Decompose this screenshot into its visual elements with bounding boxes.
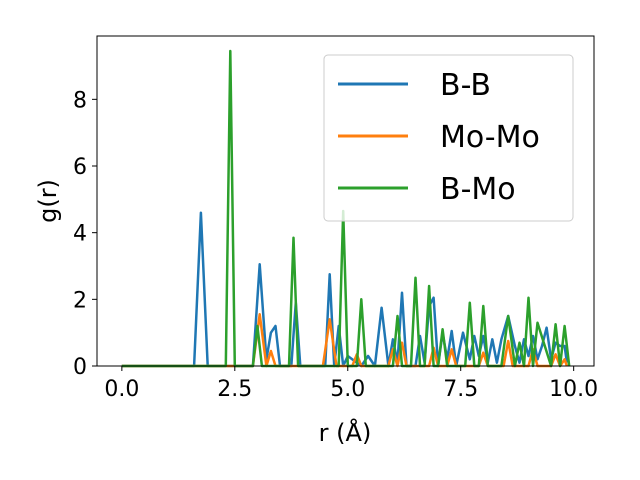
y-tick-label: 8 <box>73 88 87 113</box>
y-tick-label: 4 <box>73 222 87 247</box>
legend-label-b-mo: B-Mo <box>440 172 516 207</box>
legend-box <box>323 54 574 222</box>
x-axis-label: r (Å) <box>319 418 372 447</box>
legend-label-mo-mo: Mo-Mo <box>440 120 540 155</box>
x-axis: 0.0 2.5 5.0 7.5 10.0 <box>104 366 598 402</box>
x-tick-label: 0.0 <box>104 377 139 402</box>
y-tick-label: 0 <box>73 355 87 380</box>
legend: B-B Mo-Mo B-Mo <box>323 54 574 222</box>
y-tick-label: 6 <box>73 155 87 180</box>
y-tick-label: 2 <box>73 288 87 313</box>
x-tick-label: 7.5 <box>443 377 478 402</box>
series-line-b-mo <box>121 49 571 368</box>
legend-label-b-b: B-B <box>440 68 491 103</box>
x-tick-label: 2.5 <box>217 377 252 402</box>
x-tick-label: 5.0 <box>330 377 365 402</box>
plot-frame <box>96 35 595 367</box>
x-tick-label: 10.0 <box>549 377 598 402</box>
y-axis-label: g(r) <box>34 179 62 223</box>
y-axis: 0 2 4 6 8 <box>73 88 97 380</box>
